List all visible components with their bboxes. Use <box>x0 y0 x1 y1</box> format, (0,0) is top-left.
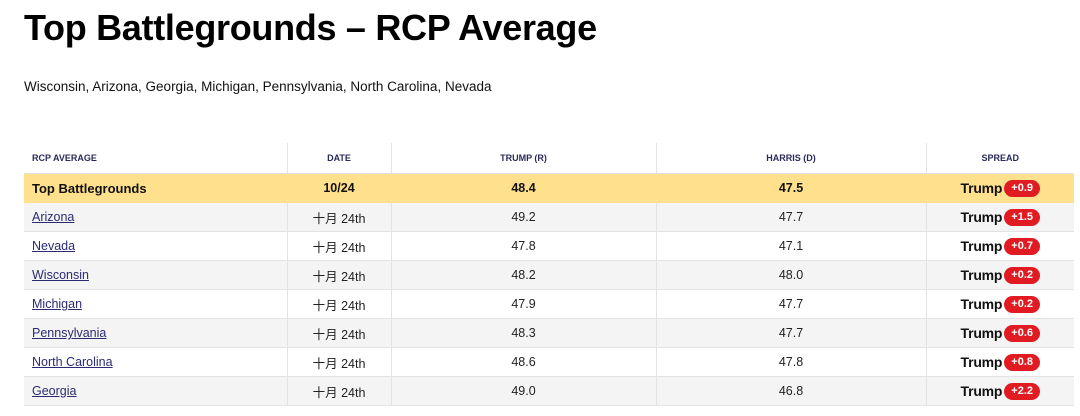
summary-row: Top Battlegrounds 10/24 48.4 47.5 Trump … <box>24 173 1074 203</box>
spread-indicator: Trump +0.2 <box>960 295 1040 313</box>
header-trump[interactable]: TRUMP (R) <box>391 143 657 174</box>
trump-cell: 48.2 <box>391 260 657 290</box>
harris-cell: 47.7 <box>656 318 927 348</box>
spread-leader: Trump <box>960 383 1003 399</box>
table-row: Georgia 十月 24th 49.0 46.8 Trump +2.2 <box>24 376 1074 406</box>
header-date[interactable]: DATE <box>287 143 392 174</box>
spread-cell: Trump +0.8 <box>926 347 1074 377</box>
spread-badge: +0.9 <box>1004 179 1040 197</box>
spread-cell: Trump +0.6 <box>926 318 1074 348</box>
spread-leader: Trump <box>960 209 1003 225</box>
date-cell: 十月 24th <box>287 376 392 406</box>
spread-indicator: Trump +0.6 <box>960 324 1040 342</box>
date-cell: 十月 24th <box>287 318 392 348</box>
state-cell: Nevada <box>24 231 288 261</box>
table-row: Arizona 十月 24th 49.2 47.7 Trump +1.5 <box>24 202 1074 232</box>
spread-badge: +2.2 <box>1004 382 1040 400</box>
spread-leader: Trump <box>960 180 1003 196</box>
spread-badge: +0.2 <box>1004 295 1040 313</box>
spread-leader: Trump <box>960 325 1003 341</box>
date-cell: 十月 24th <box>287 347 392 377</box>
summary-date: 10/24 <box>287 173 392 203</box>
state-link[interactable]: Wisconsin <box>32 268 89 282</box>
spread-cell: Trump +0.2 <box>926 260 1074 290</box>
harris-cell: 47.1 <box>656 231 927 261</box>
state-cell: Georgia <box>24 376 288 406</box>
state-link[interactable]: Michigan <box>32 297 83 311</box>
state-cell: Wisconsin <box>24 260 288 290</box>
table-row: Nevada 十月 24th 47.8 47.1 Trump +0.7 <box>24 231 1074 261</box>
date-cell: 十月 24th <box>287 260 392 290</box>
date-cell: 十月 24th <box>287 202 392 232</box>
spread-badge: +0.2 <box>1004 266 1040 284</box>
harris-cell: 46.8 <box>656 376 927 406</box>
date-cell: 十月 24th <box>287 231 392 261</box>
spread-indicator: Trump +0.9 <box>960 179 1040 197</box>
summary-name: Top Battlegrounds <box>24 173 288 203</box>
summary-harris: 47.5 <box>656 173 927 203</box>
spread-leader: Trump <box>960 238 1003 254</box>
page-title: Top Battlegrounds – RCP Average <box>24 7 597 48</box>
header-rcp-average[interactable]: RCP AVERAGE <box>24 143 288 174</box>
state-link[interactable]: Arizona <box>32 210 75 224</box>
spread-indicator: Trump +0.7 <box>960 237 1040 255</box>
state-cell: North Carolina <box>24 347 288 377</box>
trump-cell: 48.3 <box>391 318 657 348</box>
table-row: Michigan 十月 24th 47.9 47.7 Trump +0.2 <box>24 289 1074 319</box>
harris-cell: 47.7 <box>656 202 927 232</box>
date-cell: 十月 24th <box>287 289 392 319</box>
polling-table: RCP AVERAGE DATE TRUMP (R) HARRIS (D) SP… <box>24 143 1074 406</box>
trump-cell: 47.8 <box>391 231 657 261</box>
table-header-row: RCP AVERAGE DATE TRUMP (R) HARRIS (D) SP… <box>24 143 1074 174</box>
spread-indicator: Trump +0.8 <box>960 353 1040 371</box>
trump-cell: 47.9 <box>391 289 657 319</box>
table-row: Pennsylvania 十月 24th 48.3 47.7 Trump +0.6 <box>24 318 1074 348</box>
table-row: North Carolina 十月 24th 48.6 47.8 Trump +0.8 <box>24 347 1074 377</box>
state-cell: Pennsylvania <box>24 318 288 348</box>
spread-indicator: Trump +1.5 <box>960 208 1040 226</box>
spread-badge: +1.5 <box>1004 208 1040 226</box>
spread-badge: +0.6 <box>1004 324 1040 342</box>
state-cell: Arizona <box>24 202 288 232</box>
table-row: Wisconsin 十月 24th 48.2 48.0 Trump +0.2 <box>24 260 1074 290</box>
state-link[interactable]: Pennsylvania <box>32 326 107 340</box>
spread-leader: Trump <box>960 296 1003 312</box>
state-link[interactable]: Nevada <box>32 239 76 253</box>
harris-cell: 48.0 <box>656 260 927 290</box>
spread-badge: +0.7 <box>1004 237 1040 255</box>
summary-spread: Trump +0.9 <box>926 173 1074 203</box>
harris-cell: 47.8 <box>656 347 927 377</box>
spread-cell: Trump +0.2 <box>926 289 1074 319</box>
spread-leader: Trump <box>960 267 1003 283</box>
spread-leader: Trump <box>960 354 1003 370</box>
state-cell: Michigan <box>24 289 288 319</box>
harris-cell: 47.7 <box>656 289 927 319</box>
header-spread[interactable]: SPREAD <box>926 143 1074 174</box>
spread-indicator: Trump +2.2 <box>960 382 1040 400</box>
header-harris[interactable]: HARRIS (D) <box>656 143 927 174</box>
spread-cell: Trump +0.7 <box>926 231 1074 261</box>
state-link[interactable]: Georgia <box>32 384 77 398</box>
spread-badge: +0.8 <box>1004 353 1040 371</box>
state-link[interactable]: North Carolina <box>32 355 113 369</box>
trump-cell: 49.2 <box>391 202 657 232</box>
spread-indicator: Trump +0.2 <box>960 266 1040 284</box>
page-subtitle: Wisconsin, Arizona, Georgia, Michigan, P… <box>24 79 492 94</box>
trump-cell: 48.6 <box>391 347 657 377</box>
spread-cell: Trump +2.2 <box>926 376 1074 406</box>
summary-trump: 48.4 <box>391 173 657 203</box>
spread-cell: Trump +1.5 <box>926 202 1074 232</box>
trump-cell: 49.0 <box>391 376 657 406</box>
